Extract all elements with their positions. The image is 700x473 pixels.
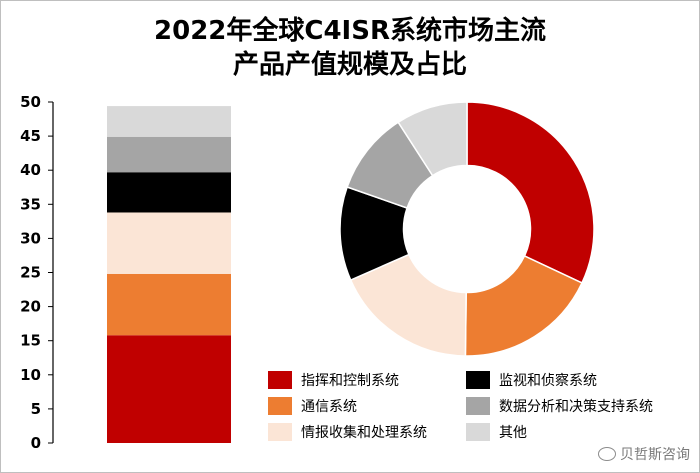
y-tick-label-25: 25 (20, 264, 41, 282)
donut-slice-1 (464, 254, 583, 357)
legend-label: 监视和侦察系统 (499, 373, 597, 389)
stacked-bar-segment-4 (107, 136, 231, 173)
y-tick-label-20: 20 (20, 298, 41, 316)
stacked-bar-segment-0 (107, 335, 231, 443)
stacked-bar-segment-2 (107, 212, 231, 274)
y-tick-label-30: 30 (20, 229, 41, 247)
legend-swatch (466, 423, 490, 441)
chart-title: 2022年全球C4ISR系统市场主流 产品产值规模及占比 (0, 14, 700, 82)
legend-label: 通信系统 (301, 399, 357, 415)
stacked-bar-segment-3 (107, 172, 231, 213)
legend-item: 其他 (466, 422, 698, 442)
donut-slice-2 (349, 253, 467, 357)
legend-swatch (268, 397, 292, 415)
chart-title-line1: 2022年全球C4ISR系统市场主流 (154, 16, 546, 46)
donut-slice-0 (466, 101, 595, 284)
watermark-text: 贝哲斯咨询 (620, 447, 690, 463)
legend-label: 数据分析和决策支持系统 (499, 399, 653, 415)
stacked-bar-segment-1 (107, 273, 231, 336)
watermark: 贝哲斯咨询 (598, 444, 690, 464)
legend-item: 数据分析和决策支持系统 (466, 396, 698, 416)
legend-label: 其他 (499, 425, 527, 441)
stacked-bar-segment-5 (107, 106, 231, 137)
legend-swatch (466, 397, 490, 415)
donut-slice-5 (397, 101, 468, 177)
legend-swatch (268, 371, 292, 389)
weibo-icon (598, 447, 616, 461)
legend-swatch (268, 423, 292, 441)
chart-title-line2: 产品产值规模及占比 (232, 50, 467, 80)
legend-item: 通信系统 (268, 396, 466, 416)
legend-item: 监视和侦察系统 (466, 370, 698, 390)
legend-label: 情报收集和处理系统 (301, 425, 427, 441)
legend-label: 指挥和控制系统 (301, 373, 399, 389)
y-tick-label-50: 50 (20, 93, 41, 111)
y-tick-label-0: 0 (31, 434, 41, 452)
legend-swatch (466, 371, 490, 389)
y-tick-label-35: 35 (20, 195, 41, 213)
y-tick-label-5: 5 (31, 400, 41, 418)
legend-item: 指挥和控制系统 (268, 370, 466, 390)
legend-item: 情报收集和处理系统 (268, 422, 466, 442)
y-tick-label-10: 10 (20, 366, 41, 384)
y-tick-label-15: 15 (20, 332, 41, 350)
y-tick-label-40: 40 (20, 161, 41, 179)
y-tick-label-45: 45 (20, 127, 41, 145)
chart-legend: 指挥和控制系统 监视和侦察系统通信系统 数据分析和决策支持系统情报收集和处理系统 其他 (268, 370, 700, 442)
